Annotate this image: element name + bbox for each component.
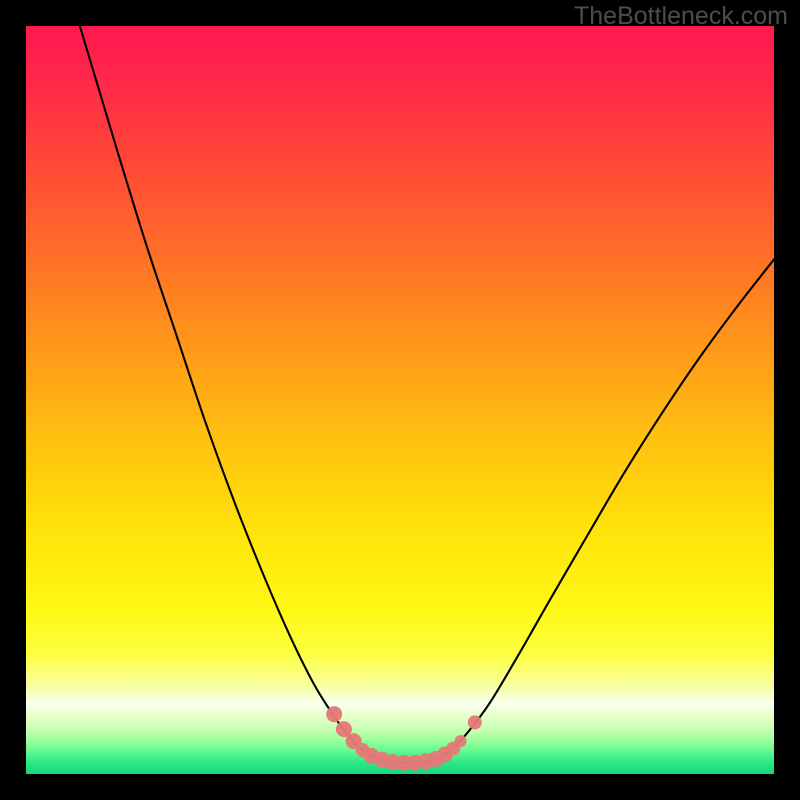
optimal-range-markers — [326, 706, 482, 771]
chart-svg-layer — [26, 26, 774, 774]
watermark-text: TheBottleneck.com — [574, 2, 788, 31]
optimal-marker — [468, 715, 482, 729]
optimal-marker — [326, 706, 342, 722]
optimal-marker — [455, 735, 467, 747]
bottleneck-curve — [80, 26, 774, 762]
chart-stage: TheBottleneck.com — [0, 0, 800, 800]
chart-frame — [26, 26, 774, 774]
